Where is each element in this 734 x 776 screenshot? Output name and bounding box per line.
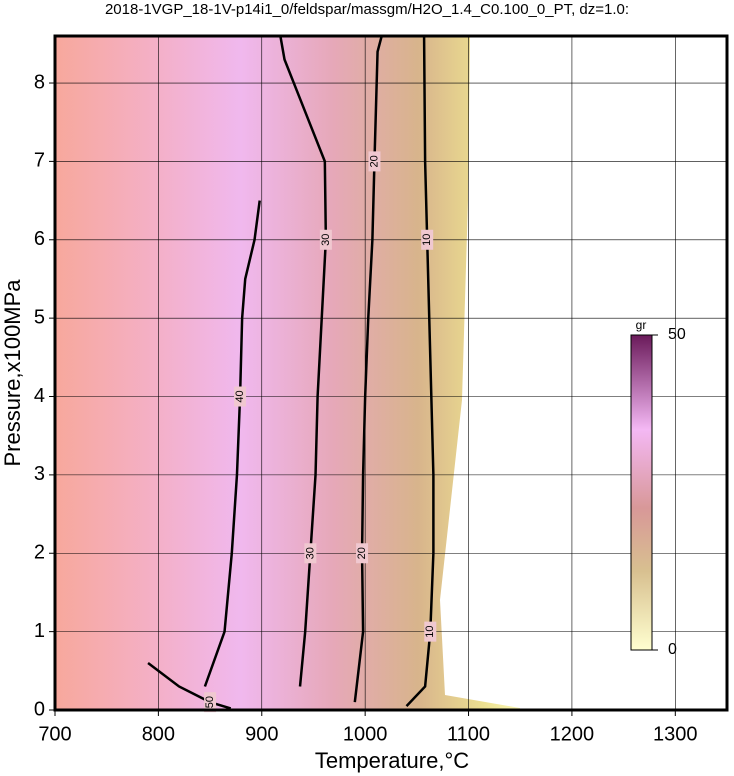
chart-title: 2018-1VGP_18-1V-p14i1_0/feldspar/massgm/… xyxy=(105,1,629,18)
y-tick-label: 8 xyxy=(34,71,45,93)
contour-label: 20 xyxy=(356,547,368,559)
y-tick-label: 7 xyxy=(34,150,45,172)
contour-label-bg xyxy=(204,692,217,713)
contour-label: 50 xyxy=(204,696,216,708)
contour-line xyxy=(405,35,435,707)
x-tick-label: 700 xyxy=(38,723,71,745)
plot-frame xyxy=(53,34,729,712)
contour-label: 10 xyxy=(421,234,433,246)
colorbar-tick-label: 50 xyxy=(668,326,686,343)
x-tick-label: 900 xyxy=(245,723,278,745)
contour-line xyxy=(147,661,232,710)
contour-label: 10 xyxy=(424,626,436,638)
contour-label-bg xyxy=(368,151,381,172)
y-axis-label: Pressure,x100MPa xyxy=(0,279,25,467)
contour-label-bg xyxy=(234,386,247,407)
x-axis-label: Temperature,°C xyxy=(315,748,469,773)
contour-line xyxy=(353,35,383,703)
colorbar xyxy=(630,334,653,651)
plot-area: 10 10 20 20 30 30 40 50 xyxy=(54,35,727,713)
x-tick-label: 1100 xyxy=(447,723,490,745)
contour-label-bg xyxy=(304,543,317,564)
contour-label: 30 xyxy=(320,234,332,246)
y-tick-label: 4 xyxy=(34,385,45,407)
y-tick-label: 3 xyxy=(34,463,45,485)
colorbar-label: gr xyxy=(636,318,647,332)
x-tick-label: 800 xyxy=(142,723,175,745)
y-tick-label: 6 xyxy=(34,228,45,250)
x-tick-label: 1200 xyxy=(550,723,595,745)
field-fill xyxy=(55,36,520,710)
contour-label: 40 xyxy=(234,390,246,402)
x-tick-label: 1300 xyxy=(653,723,698,745)
y-tick-label: 0 xyxy=(34,698,45,720)
contour-label-bg xyxy=(356,543,369,564)
contour-line xyxy=(279,35,328,687)
contour-label-bg xyxy=(319,229,332,250)
contour-label-bg xyxy=(424,621,437,642)
contour-label: 20 xyxy=(368,155,380,167)
y-tick-label: 1 xyxy=(34,620,45,642)
contour-label: 30 xyxy=(304,547,316,559)
y-tick-label: 2 xyxy=(34,542,45,564)
contour-label-bg xyxy=(421,229,434,250)
x-tick-label: 1000 xyxy=(343,723,388,745)
colorbar-tick-label: 0 xyxy=(668,641,677,658)
y-tick-label: 5 xyxy=(34,306,45,328)
